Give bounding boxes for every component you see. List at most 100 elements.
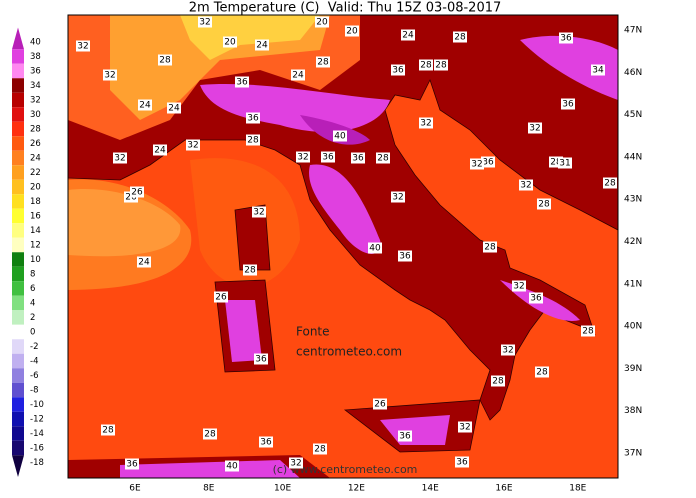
contour-label-box: [483, 241, 497, 253]
colorbar-swatch: [12, 368, 24, 383]
colorbar-swatch: [12, 150, 24, 166]
colorbar-swatch: [12, 324, 24, 340]
contour-label: 36: [530, 294, 542, 304]
contour-label-box: [113, 152, 127, 164]
colorbar-swatch: [12, 179, 24, 195]
colorbar-swatch: [12, 310, 24, 325]
contour-label: 20: [346, 27, 358, 37]
source-site: centrometeo.com: [296, 345, 402, 359]
contour-label: 34: [592, 66, 604, 76]
lat-label: 45N: [624, 110, 642, 120]
colorbar-label: 0: [30, 328, 35, 338]
contour-label-box: [296, 151, 310, 163]
colorbar-label: -16: [30, 444, 44, 454]
contour-label-box: [246, 134, 260, 146]
colorbar-swatch: [12, 208, 24, 224]
lat-label: 37N: [624, 449, 642, 459]
contour-label-box: [316, 56, 330, 68]
contour-label: 32: [502, 346, 513, 356]
map: [68, 15, 618, 478]
colorbar-swatch: [12, 78, 24, 93]
contour-label-box: [470, 158, 484, 170]
contour-label-box: [333, 130, 347, 142]
colorbar-label: 40: [30, 38, 41, 48]
lon-label: 14E: [422, 484, 439, 494]
contour-label-box: [198, 16, 212, 28]
contour-label: 26: [374, 400, 386, 410]
contour-label-box: [529, 292, 543, 304]
contour-label-box: [246, 112, 260, 124]
contour-label: 28: [604, 179, 616, 189]
contour-label: 32: [420, 119, 431, 129]
contour-label-box: [391, 191, 405, 203]
contour-label-box: [603, 177, 617, 189]
contour-label: 32: [253, 208, 264, 218]
contour-label: 28: [550, 158, 562, 168]
colorbar-swatch: [12, 411, 24, 427]
contour-label: 32: [459, 423, 470, 433]
colorbar-swatch: [12, 121, 24, 137]
contour-label-box: [519, 179, 533, 191]
contour-label: 32: [187, 141, 198, 151]
colorbar-label: 2: [30, 313, 35, 323]
contour-label: 40: [334, 132, 346, 142]
colorbar-label: 18: [30, 197, 41, 207]
contour-label: 36: [236, 78, 248, 88]
colorbar-label: -14: [30, 429, 44, 439]
contour-label: 24: [402, 31, 414, 41]
contour-label: 24: [139, 101, 151, 111]
contour-label-box: [254, 353, 268, 365]
contour-label: 36: [560, 34, 572, 44]
colorbar-swatch: [12, 281, 24, 296]
contour-label: 24: [154, 146, 166, 156]
colorbar-swatch: [12, 397, 24, 412]
contour-label-box: [434, 59, 448, 71]
contour-label-box: [252, 206, 266, 218]
hot-zone: [380, 415, 450, 445]
colorbar-label: 32: [30, 96, 41, 106]
hot-zone: [120, 460, 300, 478]
colorbar-label: 16: [30, 212, 41, 222]
contour-label-box: [535, 366, 549, 378]
contour-label-box: [591, 64, 605, 76]
map-frame: [67, 14, 619, 479]
contour-label: 36: [562, 100, 574, 110]
contour-label-box: [101, 424, 115, 436]
contour-label: 36: [392, 66, 404, 76]
colorbar-label: -8: [30, 386, 38, 396]
colorbar-label: 4: [30, 299, 35, 309]
contour-label: 28: [420, 61, 432, 71]
contour-label: 26: [215, 293, 227, 303]
lat-label: 39N: [624, 364, 642, 374]
contour-label-box: [401, 29, 415, 41]
hot-zone: [520, 35, 618, 100]
colorbar-swatch: [12, 107, 24, 122]
contour-label: 28: [317, 58, 329, 68]
contour-label-box: [491, 375, 505, 387]
contour-label: 40: [369, 244, 381, 254]
colorbar-swatch: [12, 237, 24, 253]
colorbar-swatch: [12, 382, 24, 398]
contour-label: 36: [399, 252, 411, 262]
contour-label-box: [453, 31, 467, 43]
contour-label-box: [398, 250, 412, 262]
contour-label: 36: [482, 158, 494, 168]
contour-label-box: [391, 64, 405, 76]
watermark: (c) www.centrometeo.com: [273, 463, 418, 476]
colorbar-swatch: [12, 63, 24, 79]
contour-label: 20: [316, 18, 328, 28]
contour-label: 40: [226, 462, 238, 472]
contour-label: 28: [102, 426, 114, 436]
source-label: Fonte: [296, 325, 330, 339]
contour-label: 24: [256, 41, 268, 51]
contour-label: 32: [392, 193, 403, 203]
colorbar-label: 24: [30, 154, 41, 164]
lat-label: 46N: [624, 68, 642, 78]
colorbar-label: 22: [30, 168, 41, 178]
colorbar-swatch: [12, 426, 24, 441]
contour-label-box: [255, 39, 269, 51]
hot-zone: [200, 83, 390, 132]
colorbar-swatch: [12, 339, 24, 354]
colorbar-swatch: [12, 266, 24, 282]
colorbar-swatch: [12, 136, 24, 151]
